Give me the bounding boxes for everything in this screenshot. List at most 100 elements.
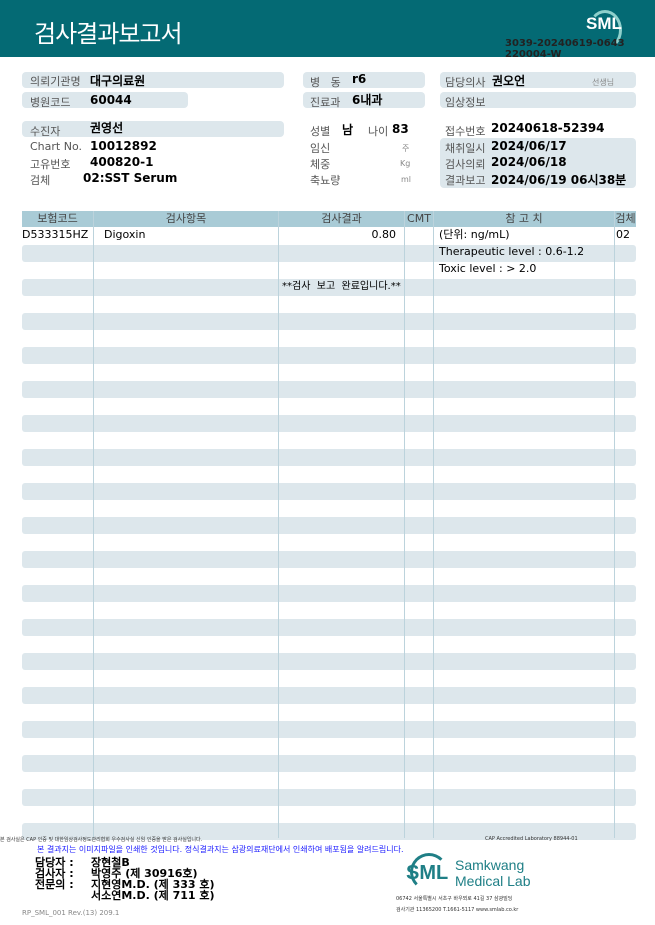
table-row-stripe bbox=[22, 789, 636, 806]
sex-label: 성별 bbox=[310, 125, 331, 138]
col-header-code: 보험코드 bbox=[22, 211, 93, 227]
staff-name: 장현철B bbox=[91, 856, 130, 869]
table-row-stripe bbox=[22, 449, 636, 466]
table-row-stripe bbox=[22, 823, 636, 840]
report-complete-message: **검사 보고 완료입니다.** bbox=[282, 281, 401, 292]
row-result: 0.80 bbox=[371, 228, 397, 241]
report-header bbox=[0, 0, 655, 57]
staff-role: 전문의 : bbox=[35, 878, 74, 891]
table-row-stripe bbox=[22, 347, 636, 364]
col-header-result: 검사결과 bbox=[279, 211, 404, 227]
logo-arc bbox=[588, 10, 622, 50]
col-divider bbox=[404, 211, 405, 838]
chart-no-value: 10012892 bbox=[90, 139, 157, 153]
reported-value: 2024/06/19 06시38분 bbox=[491, 173, 627, 187]
table-row-stripe bbox=[22, 585, 636, 602]
patient-label: 수진자 bbox=[30, 125, 61, 138]
doctor-label: 담당의사 bbox=[445, 76, 486, 89]
urine-unit: ml bbox=[401, 175, 412, 184]
cap-text: CAP Accredited Laboratory 88944-01 bbox=[485, 836, 578, 842]
table-row-stripe bbox=[22, 517, 636, 534]
dept-label: 진료과 bbox=[310, 96, 341, 109]
weight-label: 체중 bbox=[310, 158, 331, 171]
weight-unit: Kg bbox=[400, 159, 411, 168]
specimen-value: 02:SST Serum bbox=[83, 171, 178, 185]
contact: 검사기관 11365200 T.1661-5117 www.smlab.co.k… bbox=[396, 907, 519, 913]
institution-bar bbox=[22, 72, 284, 88]
receipt-no-label: 접수번호 bbox=[445, 125, 486, 138]
urine-label: 축뇨량 bbox=[310, 174, 341, 187]
staff-name: 지현영M.D. (제 333 호) bbox=[91, 878, 215, 891]
ward-bar bbox=[303, 72, 425, 88]
report-title: 검사결과보고서 bbox=[34, 20, 183, 48]
col-header-item: 검사항목 bbox=[94, 211, 278, 227]
collected-value: 2024/06/17 bbox=[491, 139, 567, 153]
table-row-stripe bbox=[22, 653, 636, 670]
table-row-stripe bbox=[22, 551, 636, 568]
doctor-suffix: 선생님 bbox=[592, 78, 615, 87]
document-number: 3039-20240619-0643 220004-W bbox=[505, 38, 625, 60]
staff-role: 담당자 : bbox=[35, 856, 74, 869]
clinical-label: 임상정보 bbox=[445, 96, 486, 109]
doc-no-1: 3039-20240619-0643 bbox=[505, 38, 625, 49]
col-divider bbox=[433, 211, 434, 838]
requested-value: 2024/06/18 bbox=[491, 155, 567, 169]
row-ref-therapeutic: Therapeutic level : 0.6-1.2 bbox=[439, 245, 585, 258]
patient-value: 권영선 bbox=[90, 121, 124, 135]
form-id: RP_SML_001 Rev.(13) 209.1 bbox=[22, 909, 120, 917]
hospital-code-bar bbox=[22, 92, 188, 108]
address: 06742 서울특별시 서초구 바우뫼로 41길 37 삼광빌딩 bbox=[396, 896, 513, 902]
table-row-stripe bbox=[22, 279, 636, 296]
brand-line-1: Samkwang bbox=[455, 857, 525, 873]
row-specimen: 02 bbox=[616, 228, 630, 241]
row-ref-toxic: Toxic level : > 2.0 bbox=[439, 262, 537, 275]
table-row-stripe bbox=[22, 381, 636, 398]
pregnancy-label: 임신 bbox=[310, 142, 331, 155]
hospital-code-label: 병원코드 bbox=[30, 96, 71, 109]
hospital-code-value: 60044 bbox=[90, 93, 132, 107]
receipt-no-value: 20240618-52394 bbox=[491, 121, 605, 135]
brand-logo: SML bbox=[406, 862, 449, 884]
institution-label: 의뢰기관명 bbox=[30, 75, 81, 88]
row-ref-unit: (단위: ng/mL) bbox=[439, 228, 510, 241]
table-row-stripe bbox=[22, 313, 636, 330]
row-code: D533315HZ bbox=[22, 228, 89, 241]
age-label: 나이 bbox=[368, 125, 389, 138]
patient-bar bbox=[22, 121, 284, 137]
sex-value: 남 bbox=[342, 123, 354, 137]
table-row-stripe bbox=[22, 483, 636, 500]
dept-bar bbox=[303, 92, 425, 108]
specimen-label: 검체 bbox=[30, 174, 51, 187]
row-item: Digoxin bbox=[104, 228, 146, 241]
clinical-bar bbox=[440, 92, 636, 108]
ward-value: r6 bbox=[352, 72, 367, 86]
col-header-specimen: 검체 bbox=[615, 211, 636, 227]
table-row-stripe bbox=[22, 245, 636, 262]
col-header-ref: 참 고 치 bbox=[434, 211, 614, 227]
table-row-stripe bbox=[22, 755, 636, 772]
doc-no-2: 220004-W bbox=[505, 49, 562, 60]
ward-label: 병 동 bbox=[310, 76, 341, 89]
age-value: 83 bbox=[392, 122, 409, 136]
collected-label: 채취일시 bbox=[445, 142, 486, 155]
pregnancy-unit: 주 bbox=[402, 144, 410, 153]
cert-text: 본 검사실은 CAP 인증 및 대한임상검사정도관리협회 우수검사실 신임 인증… bbox=[0, 837, 203, 843]
sml-logo: SML bbox=[586, 14, 622, 33]
staff-role bbox=[35, 887, 91, 898]
reported-label: 결과보고 bbox=[445, 174, 486, 187]
staff-name: 서소연M.D. (제 711 호) bbox=[91, 889, 215, 902]
col-divider bbox=[614, 211, 615, 838]
brand-name: Samkwang Medical Lab bbox=[455, 857, 531, 889]
table-row-stripe bbox=[22, 619, 636, 636]
brand-line-2: Medical Lab bbox=[455, 873, 531, 889]
table-row-stripe bbox=[22, 721, 636, 738]
unique-no-value: 400820-1 bbox=[90, 155, 154, 169]
notice-text: 본 결과지는 이미지파일을 인쇄한 것입니다. 정식결과지는 삼광의료재단에서 … bbox=[37, 845, 404, 854]
table-row-stripe bbox=[22, 687, 636, 704]
staff-list: 담당자 : 장현철B 검사자 : 박영주 (제 30916호) 전문의 : 지현영M.… bbox=[35, 854, 215, 902]
staff-role: 검사자 : bbox=[35, 867, 74, 880]
dates-bar bbox=[440, 138, 636, 188]
table-row-stripe bbox=[22, 415, 636, 432]
staff-name: 박영주 (제 30916호) bbox=[91, 867, 198, 880]
unique-no-label: 고유번호 bbox=[30, 158, 71, 171]
